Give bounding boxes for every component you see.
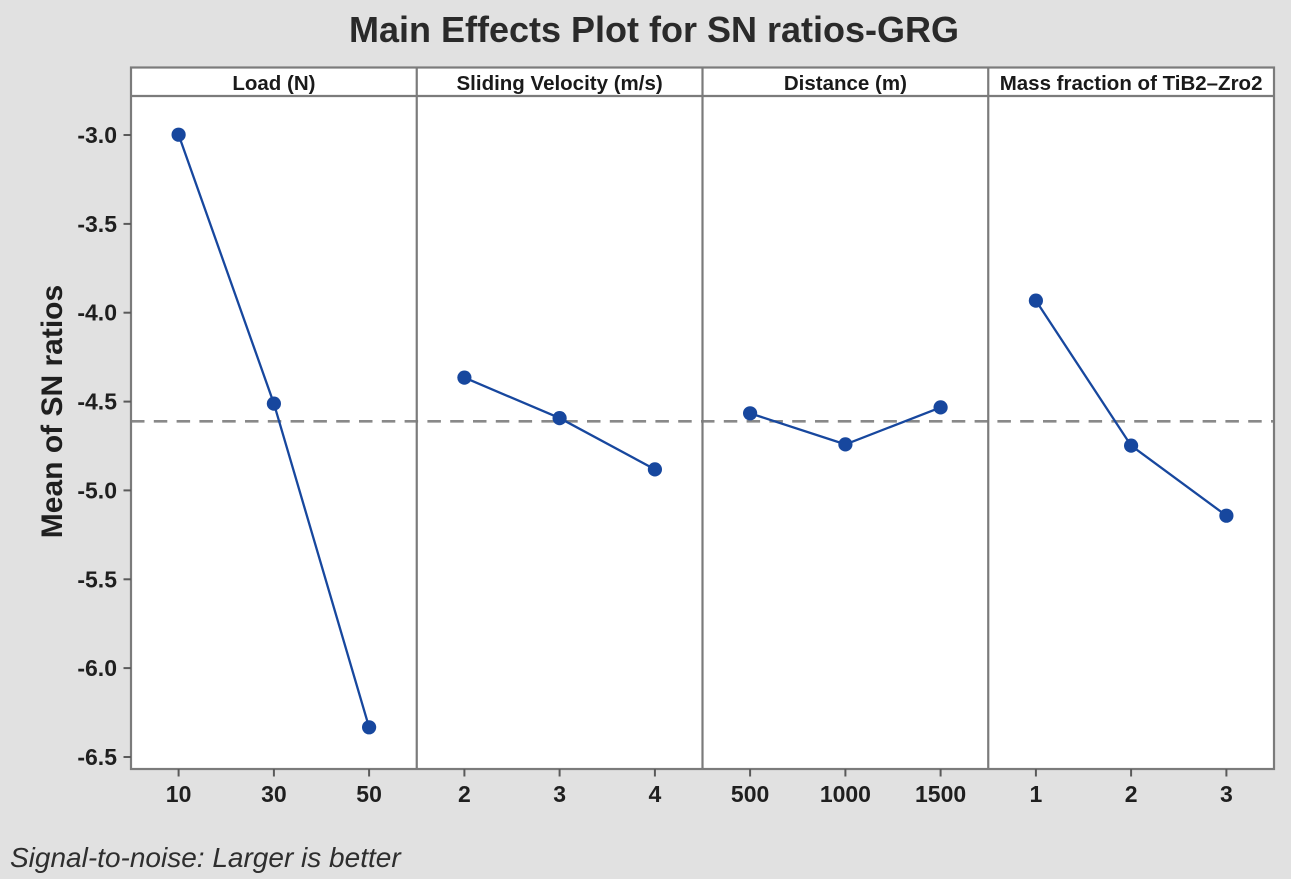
svg-text:Mass fraction of TiB2–Zro2: Mass fraction of TiB2–Zro2	[1000, 72, 1263, 95]
svg-text:Load (N): Load (N)	[232, 72, 315, 95]
svg-text:-5.0: -5.0	[77, 477, 117, 503]
svg-text:1: 1	[1030, 781, 1043, 807]
svg-text:30: 30	[261, 781, 287, 807]
svg-text:10: 10	[166, 781, 192, 807]
svg-text:50: 50	[356, 781, 382, 807]
svg-text:3: 3	[553, 781, 566, 807]
svg-text:1000: 1000	[820, 781, 871, 807]
svg-text:2: 2	[458, 781, 471, 807]
svg-text:1500: 1500	[915, 781, 966, 807]
svg-text:-3.5: -3.5	[77, 211, 117, 237]
svg-text:-4.0: -4.0	[77, 300, 117, 326]
svg-text:-3.0: -3.0	[77, 122, 117, 148]
svg-text:-6.0: -6.0	[77, 655, 117, 681]
svg-text:2: 2	[1125, 781, 1138, 807]
svg-text:4: 4	[649, 781, 662, 807]
svg-text:500: 500	[731, 781, 769, 807]
svg-text:Distance (m): Distance (m)	[784, 72, 907, 95]
svg-text:Signal-to-noise: Larger is bet: Signal-to-noise: Larger is better	[10, 842, 402, 873]
svg-text:3: 3	[1220, 781, 1233, 807]
svg-text:Main Effects Plot for SN ratio: Main Effects Plot for SN ratios-GRG	[349, 9, 959, 50]
svg-text:-4.5: -4.5	[77, 389, 117, 415]
svg-text:-6.5: -6.5	[77, 744, 117, 770]
svg-text:-5.5: -5.5	[77, 566, 117, 592]
svg-text:Mean of SN ratios: Mean of SN ratios	[36, 285, 69, 538]
svg-text:Sliding Velocity (m/s): Sliding Velocity (m/s)	[457, 72, 663, 95]
